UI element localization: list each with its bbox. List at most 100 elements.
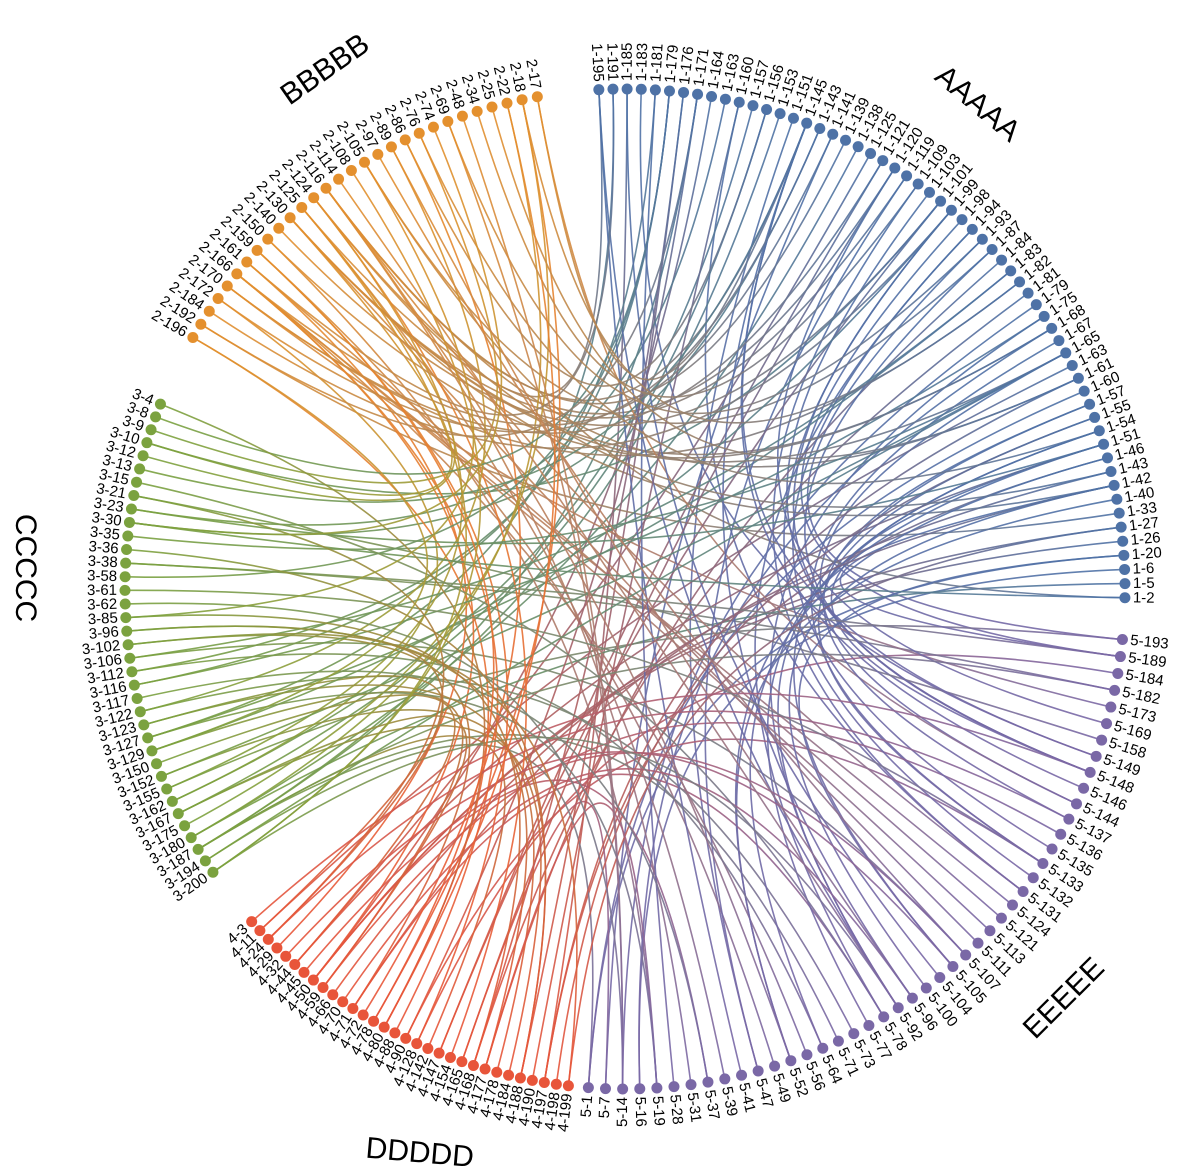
node-1-120[interactable] [889, 162, 901, 174]
node-3-62[interactable] [119, 598, 131, 610]
node-1-42[interactable] [1108, 479, 1120, 491]
node-1-43[interactable] [1105, 466, 1117, 478]
node-4-165[interactable] [456, 1056, 468, 1068]
node-5-41[interactable] [736, 1069, 748, 1081]
node-5-124[interactable] [1006, 899, 1018, 911]
node-4-128[interactable] [411, 1038, 423, 1050]
node-4-44[interactable] [289, 958, 301, 970]
node-5-137[interactable] [1063, 813, 1075, 825]
node-4-184[interactable] [503, 1069, 515, 1081]
node-2-25[interactable] [486, 101, 498, 113]
node-1-119[interactable] [901, 170, 913, 182]
node-1-99[interactable] [945, 204, 957, 216]
node-1-55[interactable] [1089, 411, 1101, 423]
node-3-122[interactable] [134, 706, 146, 718]
node-1-139[interactable] [840, 134, 852, 146]
node-5-131[interactable] [1017, 886, 1029, 898]
node-5-144[interactable] [1071, 798, 1083, 810]
node-3-155[interactable] [161, 783, 173, 795]
node-1-151[interactable] [787, 112, 799, 124]
node-2-184[interactable] [203, 305, 215, 317]
node-2-97[interactable] [372, 148, 384, 160]
node-5-182[interactable] [1109, 684, 1121, 696]
node-5-158[interactable] [1096, 734, 1108, 746]
node-2-89[interactable] [385, 141, 397, 153]
node-3-85[interactable] [120, 612, 132, 624]
node-5-169[interactable] [1101, 718, 1113, 730]
node-3-38[interactable] [120, 557, 132, 569]
node-5-105[interactable] [947, 960, 959, 972]
node-5-16[interactable] [634, 1083, 646, 1095]
node-1-67[interactable] [1053, 335, 1065, 347]
node-5-136[interactable] [1055, 828, 1067, 840]
node-2-48[interactable] [456, 110, 468, 122]
node-1-143[interactable] [814, 123, 826, 135]
node-4-71[interactable] [347, 1002, 359, 1014]
node-4-3[interactable] [246, 916, 258, 928]
node-2-69[interactable] [442, 115, 454, 127]
node-1-60[interactable] [1078, 385, 1090, 397]
node-1-26[interactable] [1117, 535, 1129, 547]
node-1-63[interactable] [1066, 359, 1078, 371]
node-4-177[interactable] [479, 1063, 491, 1075]
node-1-171[interactable] [692, 88, 704, 100]
node-5-92[interactable] [892, 1002, 904, 1014]
node-2-22[interactable] [501, 97, 513, 109]
node-3-15[interactable] [131, 476, 143, 488]
node-5-100[interactable] [920, 982, 932, 994]
node-2-18[interactable] [516, 94, 528, 106]
node-1-27[interactable] [1115, 521, 1127, 533]
node-5-49[interactable] [769, 1060, 781, 1072]
node-1-191[interactable] [607, 83, 619, 95]
node-3-162[interactable] [166, 795, 178, 807]
node-5-64[interactable] [817, 1042, 829, 1054]
node-4-178[interactable] [491, 1066, 503, 1078]
node-3-187[interactable] [192, 843, 204, 855]
node-1-75[interactable] [1038, 310, 1050, 322]
node-5-47[interactable] [752, 1065, 764, 1077]
node-2-166[interactable] [231, 268, 243, 280]
node-5-132[interactable] [1027, 872, 1039, 884]
node-1-176[interactable] [678, 86, 690, 98]
node-1-83[interactable] [1005, 265, 1017, 277]
node-4-190[interactable] [526, 1074, 538, 1086]
node-5-173[interactable] [1105, 701, 1117, 713]
node-5-52[interactable] [785, 1055, 797, 1067]
node-1-5[interactable] [1119, 578, 1131, 590]
node-4-88[interactable] [389, 1027, 401, 1039]
node-1-68[interactable] [1046, 322, 1058, 334]
node-5-19[interactable] [651, 1082, 663, 1094]
node-3-58[interactable] [119, 571, 131, 583]
node-2-86[interactable] [399, 134, 411, 146]
node-5-31[interactable] [685, 1079, 697, 1091]
node-1-138[interactable] [852, 141, 864, 153]
node-3-194[interactable] [199, 855, 211, 867]
node-3-127[interactable] [142, 732, 154, 744]
node-1-94[interactable] [966, 223, 978, 235]
node-2-130[interactable] [284, 212, 296, 224]
node-5-189[interactable] [1114, 651, 1126, 663]
node-3-180[interactable] [185, 832, 197, 844]
node-4-188[interactable] [514, 1072, 526, 1084]
node-1-51[interactable] [1098, 438, 1110, 450]
node-3-112[interactable] [126, 666, 138, 678]
node-1-79[interactable] [1030, 299, 1042, 311]
node-3-102[interactable] [122, 639, 134, 651]
node-1-183[interactable] [635, 83, 647, 95]
node-5-37[interactable] [702, 1076, 714, 1088]
node-5-146[interactable] [1078, 782, 1090, 794]
node-4-78[interactable] [368, 1015, 380, 1027]
node-5-104[interactable] [934, 971, 946, 983]
node-2-172[interactable] [212, 292, 224, 304]
node-2-116[interactable] [320, 182, 332, 194]
node-3-96[interactable] [121, 625, 133, 637]
node-5-148[interactable] [1084, 766, 1096, 778]
node-2-105[interactable] [358, 156, 370, 168]
node-5-107[interactable] [960, 949, 972, 961]
node-1-6[interactable] [1119, 563, 1131, 575]
node-5-56[interactable] [801, 1049, 813, 1061]
node-3-13[interactable] [134, 463, 146, 475]
node-3-61[interactable] [119, 584, 131, 596]
node-1-181[interactable] [649, 84, 661, 96]
node-5-28[interactable] [668, 1081, 680, 1093]
